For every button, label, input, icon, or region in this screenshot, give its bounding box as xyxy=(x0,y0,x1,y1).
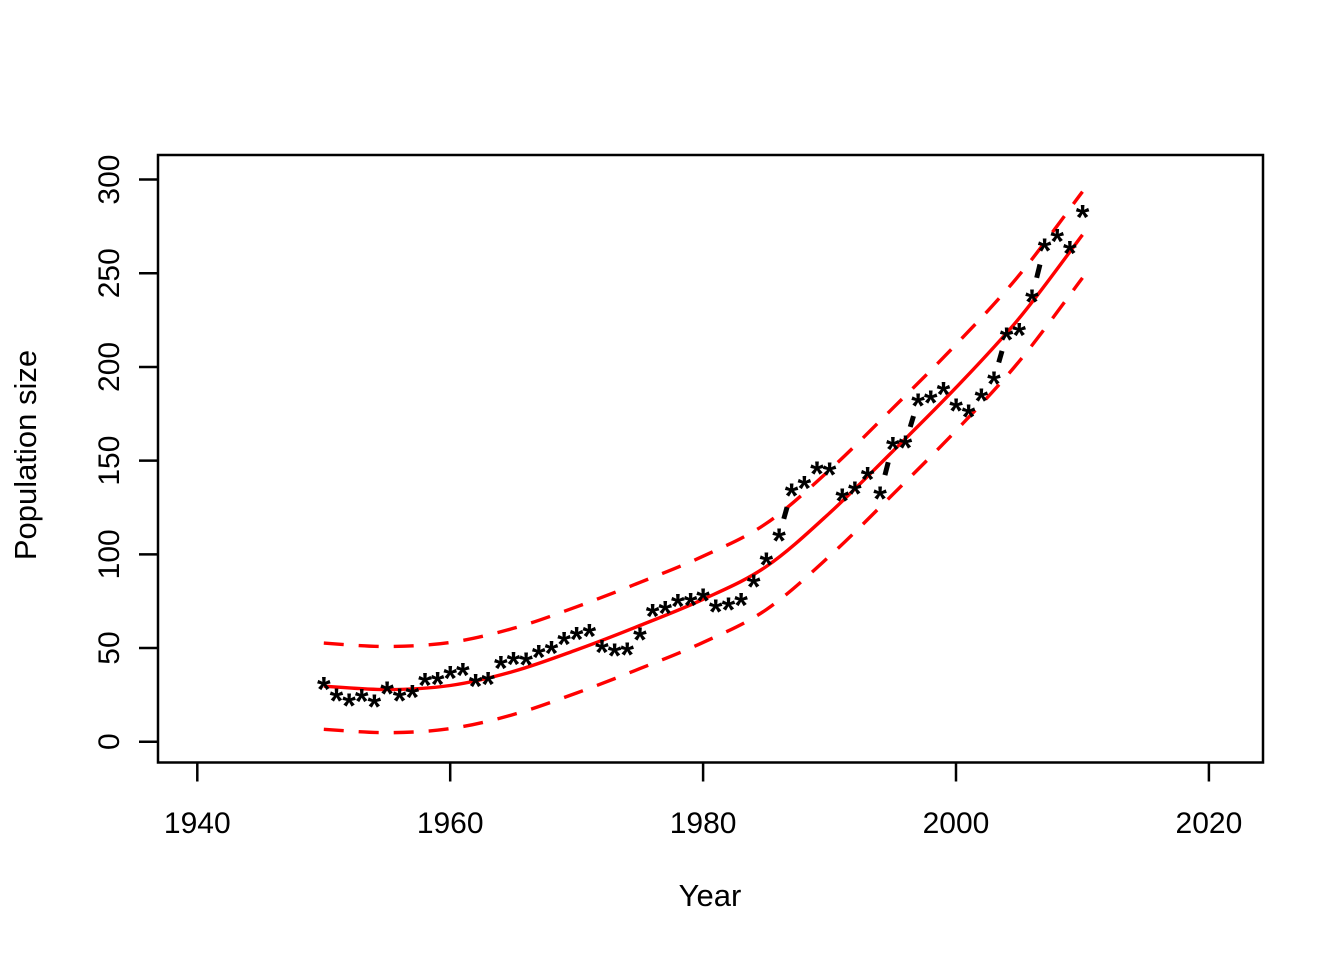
x-tick-label: 1980 xyxy=(670,807,737,840)
y-tick-label: 100 xyxy=(93,529,126,579)
x-axis-title: Year xyxy=(679,878,742,913)
data-point-marker: * xyxy=(494,649,508,688)
data-point-marker: * xyxy=(507,645,521,684)
data-point-marker: * xyxy=(405,679,419,718)
data-point-marker: * xyxy=(431,665,445,704)
data-point-marker: * xyxy=(709,593,723,632)
data-point-marker: * xyxy=(1025,283,1039,322)
upper-band-line xyxy=(323,190,1084,649)
data-point-marker: * xyxy=(532,639,546,678)
data-point-marker: * xyxy=(696,582,710,621)
data-point-marker: * xyxy=(367,688,381,727)
y-tick-label: 0 xyxy=(93,733,126,750)
data-point-marker: * xyxy=(974,382,988,421)
axis-tick-labels: 1940 1960 1980 2000 2020 0 50 100 150 200 250 300 xyxy=(93,155,1242,840)
y-tick-label: 50 xyxy=(93,631,126,664)
jump-connector-dash xyxy=(996,350,1005,364)
data-point-marker: * xyxy=(899,429,913,468)
data-point-marker: * xyxy=(393,682,407,721)
data-point-marker: * xyxy=(418,667,432,706)
data-point-marker: * xyxy=(1076,199,1090,238)
data-point-marker: * xyxy=(873,480,887,519)
data-point-marker: * xyxy=(734,587,748,626)
data-point-marker: * xyxy=(469,668,483,707)
data-point-marker: * xyxy=(481,665,495,704)
y-axis-title: Population size xyxy=(8,350,43,560)
data-point-marker: * xyxy=(342,687,356,726)
data-point-marker: * xyxy=(557,625,571,664)
data-point-marker: * xyxy=(671,588,685,627)
data-point-marker: * xyxy=(570,620,584,659)
data-point-marker: * xyxy=(633,621,647,660)
x-tick-label: 2020 xyxy=(1176,807,1243,840)
data-point-marker: * xyxy=(1012,316,1026,355)
confidence-band xyxy=(323,190,1084,735)
axis-ticks xyxy=(139,178,1211,782)
data-point-marker: * xyxy=(1063,234,1077,273)
data-point-marker: * xyxy=(772,522,786,561)
data-point-marker: * xyxy=(823,456,837,495)
data-point-marker: * xyxy=(355,683,369,722)
data-point-marker: * xyxy=(848,475,862,514)
jump-connectors xyxy=(781,263,1043,520)
jump-connector-dash xyxy=(1034,263,1043,279)
data-point-marker: * xyxy=(759,546,773,585)
x-tick-label: 2000 xyxy=(923,807,990,840)
data-point-marker: * xyxy=(519,646,533,685)
data-point-marker: * xyxy=(810,455,824,494)
jump-connector-dash xyxy=(907,415,916,428)
data-point-marker: * xyxy=(722,591,736,630)
data-point-marker: * xyxy=(861,460,875,499)
data-points: *** ** ** ** *** ** ** ** *** ** ** ** ** *** ** **** **… xyxy=(317,199,1090,727)
y-tick-label: 300 xyxy=(93,155,126,205)
plot-box xyxy=(156,153,1265,764)
y-tick-label: 150 xyxy=(93,436,126,486)
lower-band-line xyxy=(323,276,1084,735)
jump-connector-dash xyxy=(882,461,891,476)
data-point-marker: * xyxy=(380,675,394,714)
data-point-marker: * xyxy=(620,636,634,675)
data-point-marker: * xyxy=(317,670,331,709)
data-point-marker: * xyxy=(949,392,963,431)
data-point-marker: * xyxy=(911,387,925,426)
data-point-marker: * xyxy=(1000,321,1014,360)
data-point-marker: * xyxy=(937,376,951,415)
data-point-marker: * xyxy=(684,587,698,626)
fitted-curve xyxy=(323,233,1084,692)
data-point-marker: * xyxy=(608,637,622,676)
data-point-marker: * xyxy=(595,633,609,672)
plot-box-border xyxy=(156,153,1265,764)
data-point-marker: * xyxy=(456,657,470,696)
data-point-marker: * xyxy=(747,568,761,607)
data-point-marker: * xyxy=(835,482,849,521)
data-point-marker: * xyxy=(785,477,799,516)
data-point-marker: * xyxy=(658,594,672,633)
data-point-marker: * xyxy=(1038,232,1052,271)
jump-connector-dash xyxy=(781,506,790,520)
data-point-marker: * xyxy=(330,682,344,721)
data-point-marker: * xyxy=(987,365,1001,404)
x-tick-label: 1960 xyxy=(417,807,484,840)
data-point-marker: * xyxy=(443,659,457,698)
data-point-marker: * xyxy=(962,398,976,437)
data-point-marker: * xyxy=(545,634,559,673)
y-tick-label: 250 xyxy=(93,248,126,298)
data-point-marker: * xyxy=(924,384,938,423)
data-point-marker: * xyxy=(886,430,900,469)
data-point-marker: * xyxy=(797,469,811,508)
data-point-marker: * xyxy=(646,598,660,637)
fitted-curve-line xyxy=(323,233,1084,692)
data-point-marker: * xyxy=(1050,223,1064,262)
data-point-marker: * xyxy=(582,618,596,657)
x-tick-label: 1940 xyxy=(164,807,231,840)
y-tick-label: 200 xyxy=(93,342,126,392)
